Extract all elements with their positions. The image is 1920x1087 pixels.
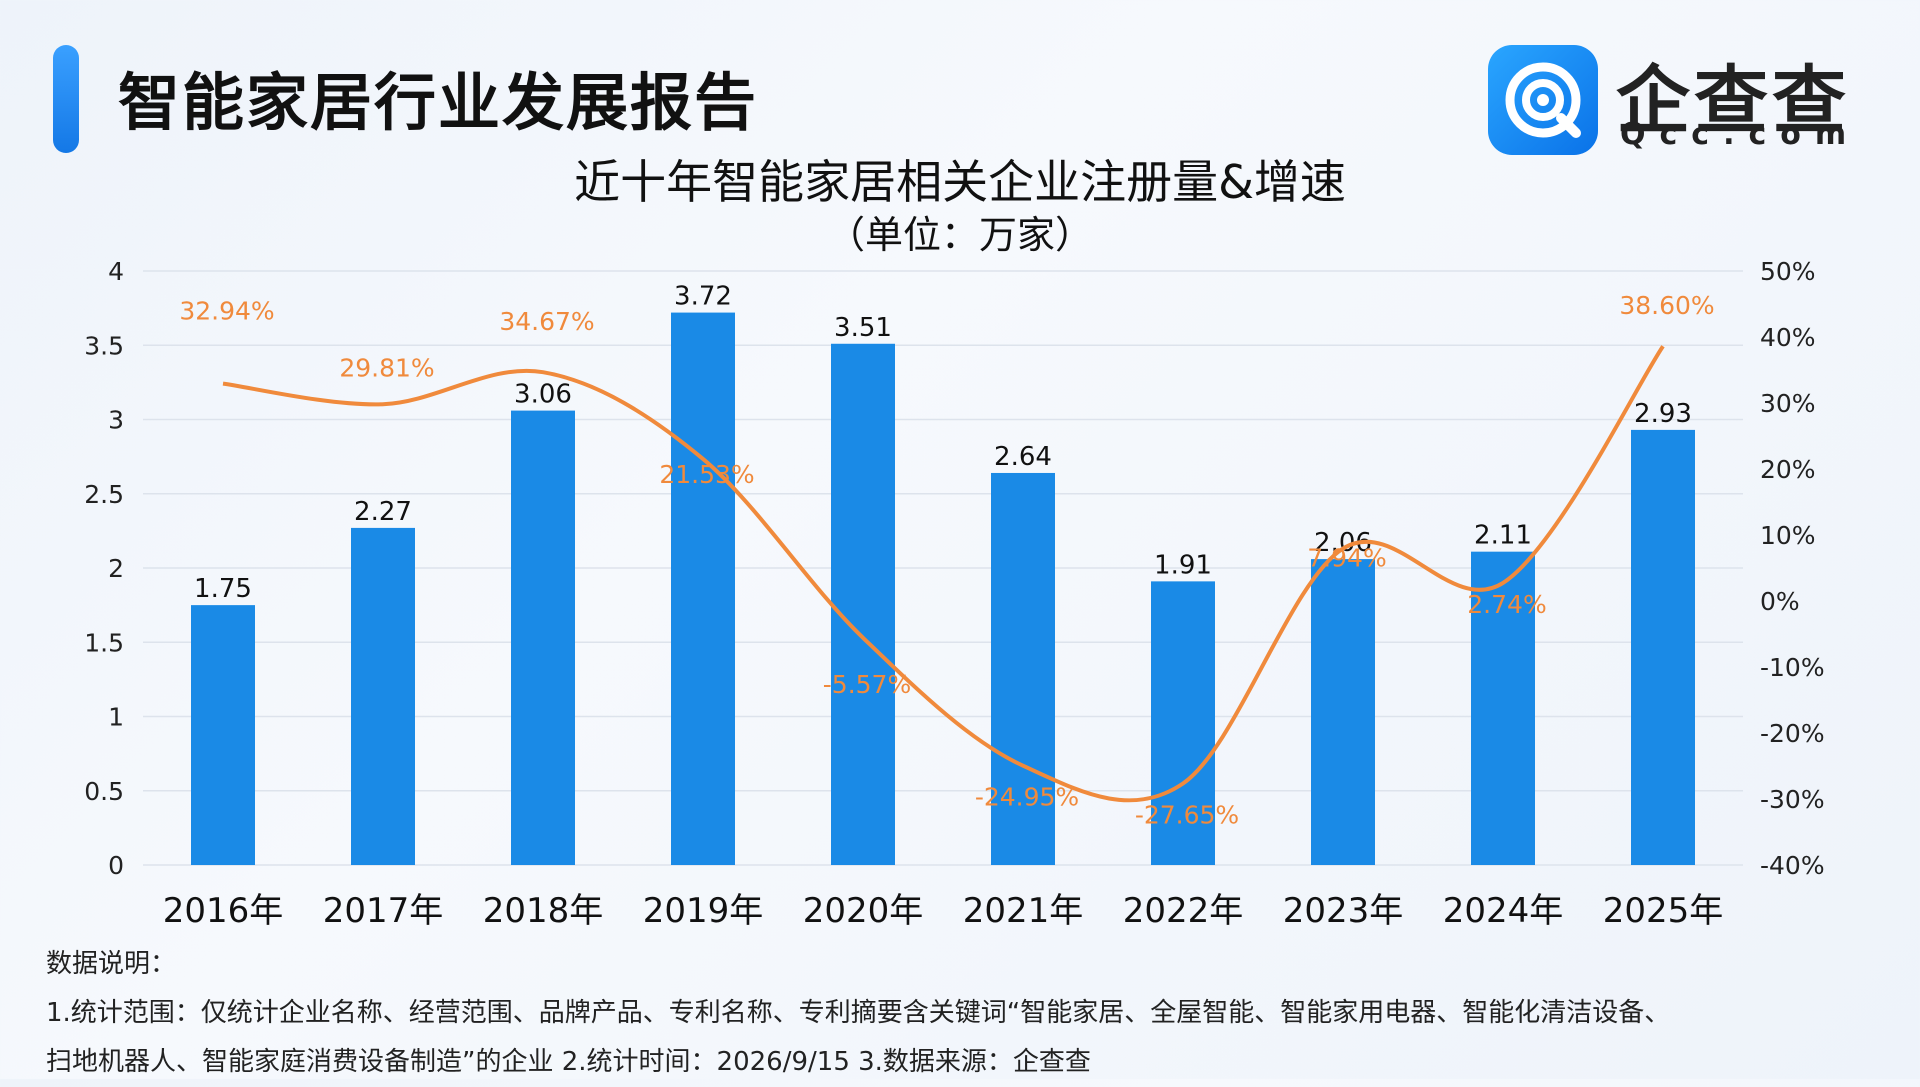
bar xyxy=(831,343,895,865)
y-left-tick-label: 3.5 xyxy=(84,331,124,360)
y-left-tick-label: 1.5 xyxy=(84,628,124,657)
y-left-tick-label: 1 xyxy=(108,703,124,732)
bar-value-label: 2.64 xyxy=(994,442,1052,472)
x-tick-label: 2023年 xyxy=(1283,891,1404,931)
bar xyxy=(191,605,255,865)
y-right-tick-label: -20% xyxy=(1760,719,1825,748)
y-left-tick-label: 0.5 xyxy=(84,777,124,806)
y-left-tick-label: 0 xyxy=(108,851,124,880)
title-accent-bar xyxy=(53,45,79,153)
bar-value-label: 2.27 xyxy=(354,497,412,527)
bar-value-label: 2.93 xyxy=(1634,399,1692,429)
notes-line-1: 1.统计范围：仅统计企业名称、经营范围、品牌产品、专利名称、专利摘要含关键词“智… xyxy=(46,998,1671,1028)
x-tick-label: 2019年 xyxy=(643,891,764,931)
growth-rate-label: 38.60% xyxy=(1619,291,1714,320)
x-tick-label: 2022年 xyxy=(1123,891,1244,931)
x-tick-label: 2020年 xyxy=(803,891,924,931)
y-right-tick-label: -30% xyxy=(1760,785,1825,814)
x-tick-label: 2021年 xyxy=(963,891,1084,931)
growth-rate-label: 2.74% xyxy=(1467,590,1546,619)
x-tick-label: 2018年 xyxy=(483,891,604,931)
qcc-logo: 企查查 Qcc.com xyxy=(1488,45,1888,155)
chart-unit: （单位：万家） xyxy=(826,213,1093,257)
growth-rate-label: -5.57% xyxy=(823,670,911,699)
logo-wordmark-en: Qcc.com xyxy=(1620,117,1861,152)
y-left-tick-label: 2 xyxy=(108,554,124,583)
y-right-tick-label: 20% xyxy=(1760,455,1816,484)
bar-value-label: 3.72 xyxy=(674,282,732,312)
combo-chart: 0 0.5 1 1.5 2 2.5 3 3.5 4 -40% -30% -20% -10% 0% 10% 20… xyxy=(84,257,1825,931)
growth-rate-label: 34.67% xyxy=(499,307,594,336)
bar xyxy=(351,527,415,865)
bar xyxy=(511,410,575,865)
bar-value-label: 2.11 xyxy=(1474,521,1532,551)
report-title: 智能家居行业发展报告 xyxy=(118,66,759,139)
y-right-tick-label: 40% xyxy=(1760,323,1816,352)
growth-rate-label: 7.94% xyxy=(1307,544,1386,573)
bar xyxy=(1151,581,1215,865)
y-right-tick-label: -40% xyxy=(1760,851,1825,880)
growth-rate-label: -27.65% xyxy=(1135,800,1239,829)
x-tick-label: 2024年 xyxy=(1443,891,1564,931)
growth-rate-label: -24.95% xyxy=(975,783,1079,812)
bar-value-label: 1.91 xyxy=(1154,550,1212,580)
x-tick-label: 2025年 xyxy=(1603,891,1724,931)
bar xyxy=(1631,429,1695,865)
bar-value-label: 3.51 xyxy=(834,313,892,343)
y-right-tick-label: 50% xyxy=(1760,257,1816,286)
y-right-tick-label: 30% xyxy=(1760,389,1816,418)
chart-title: 近十年智能家居相关企业注册量&增速 xyxy=(574,155,1346,209)
y-left-tick-label: 3 xyxy=(108,406,124,435)
notes-line-2: 扫地机器人、智能家庭消费设备制造”的企业 2.统计时间：2026/9/15 3.… xyxy=(46,1047,1091,1077)
growth-rate-label: 29.81% xyxy=(339,353,434,382)
bar-value-label: 1.75 xyxy=(194,574,252,604)
x-tick-label: 2017年 xyxy=(323,891,444,931)
x-tick-label: 2016年 xyxy=(163,891,284,931)
logo-wordmark-cn: 企查查 xyxy=(1616,58,1850,144)
bar xyxy=(1471,551,1535,865)
bar xyxy=(1311,559,1375,865)
notes-heading: 数据说明： xyxy=(46,949,177,979)
y-left-tick-label: 4 xyxy=(108,257,124,286)
growth-rate-line xyxy=(222,345,1665,803)
y-right-tick-label: -10% xyxy=(1760,653,1825,682)
bar xyxy=(671,312,735,866)
y-right-tick-label: 10% xyxy=(1760,521,1816,550)
growth-rate-label: 21.53% xyxy=(659,460,754,489)
y-right-tick-label: 0% xyxy=(1760,587,1800,616)
data-notes: 数据说明： 1.统计范围：仅统计企业名称、经营范围、品牌产品、专利名称、专利摘要… xyxy=(46,940,1906,1087)
bar xyxy=(991,472,1055,865)
bar-value-label: 3.06 xyxy=(514,380,572,410)
qcc-logo-icon xyxy=(1488,45,1598,155)
growth-rate-label: 32.94% xyxy=(179,297,274,326)
y-left-tick-label: 2.5 xyxy=(84,480,124,509)
